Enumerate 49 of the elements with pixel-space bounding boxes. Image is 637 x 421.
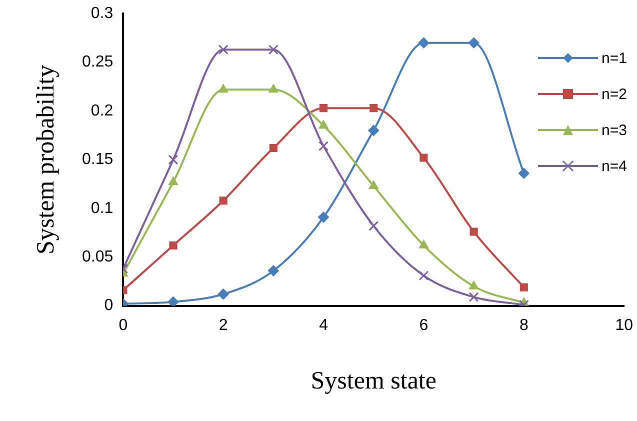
legend-label: n=2 [602, 86, 627, 102]
y-tick-label: 0.25 [82, 54, 114, 71]
x-tick-label: 10 [615, 316, 634, 334]
point [169, 241, 178, 250]
point [318, 141, 329, 152]
y-tick-label: 0.05 [82, 248, 114, 266]
x-tick-label: 0 [118, 316, 128, 334]
legend-label: n=4 [602, 158, 627, 174]
point [318, 120, 328, 129]
point [268, 84, 278, 93]
point [418, 240, 429, 248]
point [319, 104, 328, 112]
y-tick-label: 0 [104, 297, 114, 314]
point [218, 288, 229, 300]
legend-label: n=3 [602, 122, 627, 138]
point [269, 144, 278, 152]
point [518, 168, 530, 179]
point [218, 84, 228, 93]
point [219, 196, 228, 205]
point [370, 104, 378, 112]
point [470, 228, 478, 236]
y-axis-title: System probability [32, 64, 60, 254]
point [468, 292, 479, 302]
point [268, 265, 279, 276]
point [468, 280, 479, 290]
point [368, 124, 380, 136]
y-tick-label: 0.3 [90, 5, 114, 22]
point [418, 270, 429, 281]
point [368, 180, 378, 189]
point [168, 296, 179, 306]
legend-label: n=1 [602, 50, 627, 66]
point [418, 37, 430, 48]
y-tick-label: 0.2 [90, 102, 114, 120]
x-tick-label: 4 [319, 316, 328, 334]
x-tick-label: 8 [519, 316, 528, 334]
point [318, 212, 330, 223]
point [168, 176, 178, 186]
y-tick-label: 0.15 [82, 151, 114, 168]
point [368, 220, 379, 231]
point [168, 154, 178, 165]
point [420, 154, 428, 162]
x-axis-title: System state [310, 368, 436, 395]
point [268, 44, 278, 55]
y-tick-label: 0.1 [90, 200, 114, 217]
point [218, 44, 228, 55]
point [468, 37, 480, 48]
point [520, 283, 528, 292]
x-tick-label: 6 [419, 316, 428, 334]
x-tick-label: 2 [218, 316, 228, 334]
